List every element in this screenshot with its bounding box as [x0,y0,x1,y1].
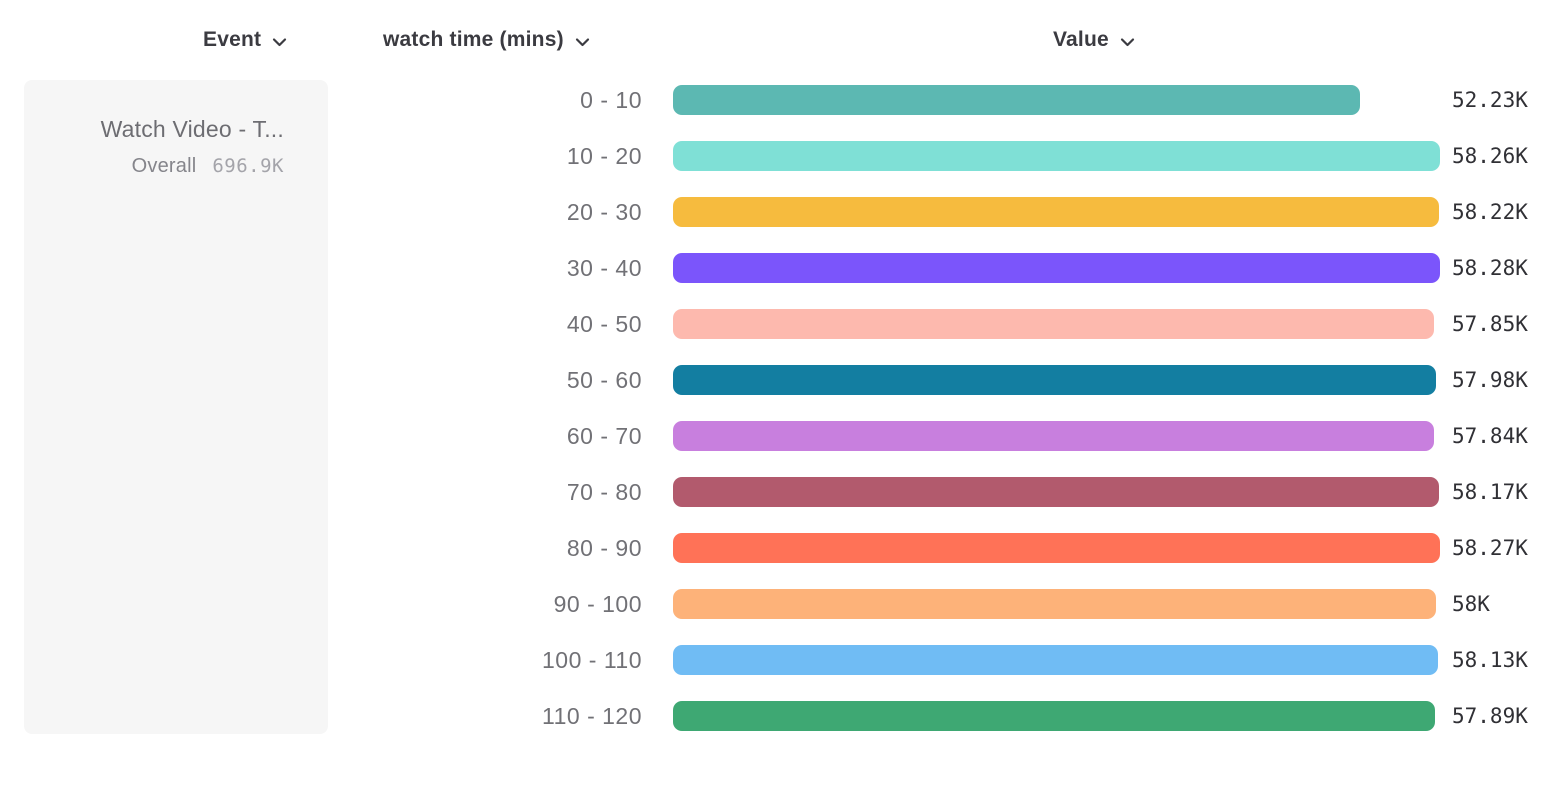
chart-row: 100 - 110 58.13K [0,632,1568,688]
bucket-label: 20 - 30 [566,198,642,225]
bar-track [673,477,1440,507]
bucket-label: 110 - 120 [542,702,642,729]
bucket-label: 0 - 10 [580,86,642,113]
bucket-label: 80 - 90 [566,534,642,561]
chevron-down-icon [272,37,287,47]
value-label: 58.17K [1452,480,1528,504]
bucket-label: 50 - 60 [566,366,642,393]
value-bar[interactable] [673,85,1361,115]
bar-track [673,141,1440,171]
value-label: 58.22K [1452,200,1528,224]
value-bar[interactable] [673,365,1437,395]
chart-row: 70 - 80 58.17K [0,464,1568,520]
value-bar[interactable] [673,253,1440,283]
chart-row: 30 - 40 58.28K [0,240,1568,296]
bucket-label: 60 - 70 [566,422,642,449]
value-label: 58.26K [1452,144,1528,168]
overall-label: Overall [131,155,197,177]
breakdown-column-label: watch time (mins) [383,28,564,51]
bar-track [673,701,1440,731]
value-label: 58.27K [1452,536,1528,560]
value-label: 52.23K [1452,88,1528,112]
value-bar[interactable] [673,533,1440,563]
value-bar[interactable] [673,197,1440,227]
chart-row: 0 - 10 52.23K [0,72,1568,128]
bar-track [673,533,1440,563]
bar-track [673,197,1440,227]
chart-row: 40 - 50 57.85K [0,296,1568,352]
value-bar[interactable] [673,477,1439,507]
chart-row: 50 - 60 57.98K [0,352,1568,408]
chart-row: 110 - 120 57.89K [0,688,1568,744]
overall-value: 696.9K [212,155,284,177]
event-column-label: Event [203,28,262,51]
value-label: 57.98K [1452,368,1528,392]
value-label: 57.85K [1452,312,1528,336]
bucket-label: 100 - 110 [542,646,642,673]
chart-row: 10 - 20 58.26K [0,128,1568,184]
value-label: 58K [1452,592,1490,616]
chart-row: 20 - 30 58.22K [0,184,1568,240]
bucket-label: 40 - 50 [566,310,642,337]
event-column-header[interactable]: Event [203,28,287,52]
bucket-label: 10 - 20 [566,142,642,169]
overall-row: Overall 696.9K [24,155,284,178]
bar-track [673,365,1440,395]
value-bar[interactable] [673,701,1435,731]
value-label: 57.89K [1452,704,1528,728]
bucket-label: 90 - 100 [553,590,642,617]
value-column-header[interactable]: Value [1053,28,1135,52]
bar-track [673,85,1440,115]
bucket-label: 70 - 80 [566,478,642,505]
bucket-label: 30 - 40 [566,254,642,281]
bar-track [673,421,1440,451]
chart-rows: 0 - 10 52.23K 10 - 20 58.26K 20 - 30 58.… [0,72,1568,744]
value-bar[interactable] [673,309,1435,339]
breakdown-column-header[interactable]: watch time (mins) [383,28,590,52]
value-label: 57.84K [1452,424,1528,448]
chevron-down-icon [575,37,590,47]
value-bar[interactable] [673,141,1440,171]
chevron-down-icon [1120,37,1135,47]
bar-track [673,253,1440,283]
value-label: 58.28K [1452,256,1528,280]
chart-row: 60 - 70 57.84K [0,408,1568,464]
chart-row: 90 - 100 58K [0,576,1568,632]
event-panel[interactable]: Watch Video - T... Overall 696.9K [24,80,328,734]
event-name: Watch Video - T... [100,116,284,142]
value-bar[interactable] [673,589,1437,619]
value-bar[interactable] [673,421,1435,451]
value-label: 58.13K [1452,648,1528,672]
bar-track [673,589,1440,619]
bar-track [673,309,1440,339]
value-column-label: Value [1053,28,1109,51]
bar-track [673,645,1440,675]
chart-row: 80 - 90 58.27K [0,520,1568,576]
value-bar[interactable] [673,645,1438,675]
